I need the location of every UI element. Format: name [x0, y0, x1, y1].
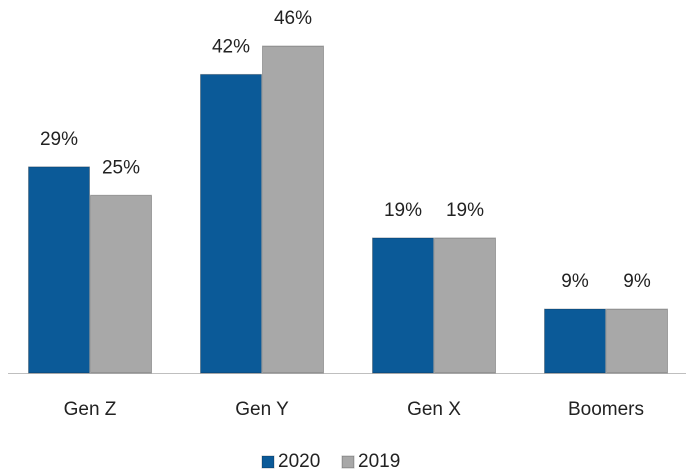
bar — [544, 308, 606, 374]
legend-label: 2020 — [278, 451, 320, 472]
x-tick-label: Gen X — [407, 399, 461, 420]
bar — [262, 45, 324, 374]
data-label: 46% — [274, 8, 312, 29]
data-label: 42% — [212, 36, 250, 57]
data-label: 25% — [102, 157, 140, 178]
data-label: 9% — [561, 271, 589, 292]
legend-swatch — [261, 455, 275, 469]
bar — [434, 237, 496, 374]
legend-swatch — [341, 455, 355, 469]
x-tick-label: Gen Z — [64, 399, 117, 420]
bar — [372, 237, 434, 374]
data-label: 29% — [40, 129, 78, 150]
bar — [606, 308, 668, 374]
x-tick-label: Gen Y — [235, 399, 289, 420]
bar — [28, 166, 90, 374]
data-label: 9% — [623, 271, 651, 292]
data-label: 19% — [446, 200, 484, 221]
bar — [200, 73, 262, 374]
data-label: 19% — [384, 200, 422, 221]
x-tick-label: Boomers — [568, 399, 644, 420]
legend-label: 2019 — [358, 451, 400, 472]
bar — [90, 194, 152, 374]
